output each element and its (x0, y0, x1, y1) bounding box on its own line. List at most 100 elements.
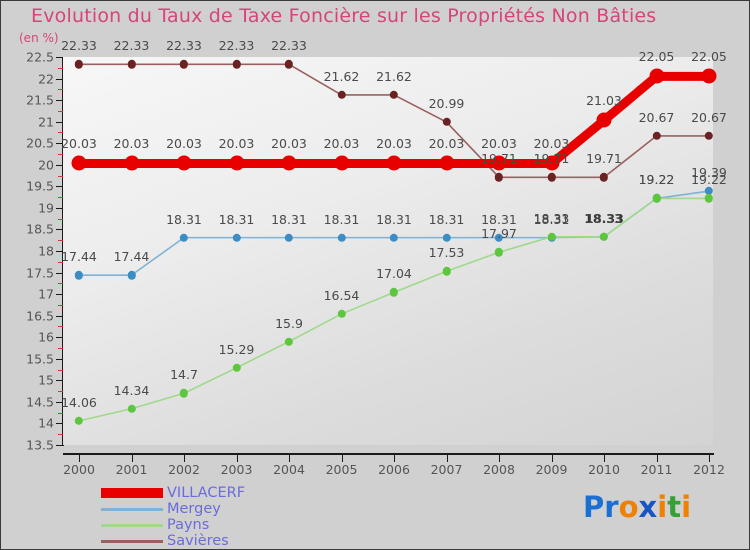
data-point[interactable] (389, 90, 399, 100)
data-point[interactable] (337, 309, 346, 319)
data-point[interactable] (649, 68, 664, 84)
data-point[interactable] (337, 90, 346, 100)
data-point[interactable] (439, 155, 454, 171)
logo-letter: t (667, 490, 682, 524)
data-point-label: 20.03 (218, 136, 255, 152)
x-axis-tick (604, 455, 605, 462)
legend-item-savieres[interactable]: Savières (101, 533, 245, 549)
data-point-label: 18.33 (584, 210, 624, 226)
data-point-label: 18.31 (323, 211, 360, 227)
data-point[interactable] (281, 155, 297, 171)
data-point[interactable] (284, 233, 294, 242)
plot-area: 13.5 14 14.5 15 15.5 16 16.5 17 17.5 18 18.5 19 19.5… (26, 38, 727, 452)
data-point-label: 18.33 (533, 210, 570, 226)
data-point[interactable] (284, 337, 294, 346)
data-point[interactable] (74, 60, 84, 69)
x-axis-tick-label: 2006 (378, 462, 410, 477)
data-point[interactable] (442, 233, 451, 242)
x-axis-tick-label: 2007 (430, 462, 463, 477)
data-point-label: 20.99 (428, 96, 465, 112)
data-point[interactable] (179, 233, 189, 242)
legend-item-villacerf[interactable]: VILLACERF (101, 485, 245, 501)
y-axis-minor-tick (58, 261, 63, 263)
data-point[interactable] (127, 270, 136, 280)
x-axis-tick (394, 455, 395, 462)
data-point[interactable] (74, 270, 84, 280)
data-point[interactable] (71, 155, 87, 171)
data-point[interactable] (442, 267, 451, 276)
y-axis-tick (56, 423, 63, 425)
y-axis-tick (56, 229, 63, 231)
data-point[interactable] (652, 194, 661, 203)
y-axis-tick (56, 294, 63, 296)
x-axis-tick (551, 455, 553, 462)
data-point[interactable] (232, 60, 241, 69)
data-point-label: 17.44 (113, 249, 150, 265)
logo-letter: x (638, 490, 658, 524)
data-point-label: 18.31 (481, 211, 517, 227)
legend-item-mergey[interactable]: Mergey (101, 501, 245, 517)
data-point[interactable] (334, 155, 349, 171)
data-point-label: 19.22 (691, 172, 727, 188)
y-axis-tick (56, 445, 63, 446)
data-point[interactable] (596, 112, 612, 128)
y-axis-tick-label: 21.5 (26, 92, 54, 108)
data-point[interactable] (547, 173, 556, 182)
data-point[interactable] (599, 232, 609, 241)
data-point-label: 18.31 (166, 211, 202, 227)
y-axis-tick-label: 18 (38, 243, 54, 259)
data-point[interactable] (127, 60, 136, 69)
data-point[interactable] (389, 288, 399, 297)
y-axis-tick-label: 17 (38, 286, 54, 302)
y-axis-tick (56, 121, 63, 123)
data-point[interactable] (232, 363, 241, 373)
data-point[interactable] (74, 416, 84, 426)
data-point-label: 20.67 (638, 109, 675, 125)
data-point[interactable] (491, 155, 507, 171)
proxiti-logo[interactable]: Proxiti (583, 490, 691, 524)
data-point[interactable] (494, 173, 504, 182)
data-point[interactable] (124, 155, 139, 171)
data-point[interactable] (704, 186, 714, 196)
data-point-label: 19.22 (638, 172, 675, 188)
data-point[interactable] (389, 233, 399, 242)
data-point[interactable] (442, 117, 451, 127)
legend-swatch (101, 488, 163, 498)
data-point[interactable] (701, 68, 717, 84)
data-point[interactable] (337, 233, 346, 242)
data-point[interactable] (176, 155, 192, 171)
x-axis-tick (289, 455, 290, 462)
data-point[interactable] (704, 194, 714, 203)
data-point[interactable] (652, 131, 661, 141)
chart-legend: VILLACERF Mergey Payns Savières (101, 485, 245, 549)
data-point[interactable] (179, 60, 189, 69)
y-axis-tick-label: 16.5 (26, 308, 54, 324)
data-point-label: 22.05 (691, 49, 727, 65)
data-point[interactable] (494, 233, 504, 242)
x-axis-tick (184, 455, 185, 462)
x-axis-tick-label: 2002 (168, 462, 200, 477)
data-point[interactable] (494, 248, 504, 257)
data-point[interactable] (547, 232, 556, 241)
legend-item-payns[interactable]: Payns (101, 517, 245, 533)
data-point-label: 18.31 (376, 211, 412, 227)
x-axis-tick-label: 2003 (220, 462, 253, 477)
data-point[interactable] (229, 155, 244, 171)
data-point[interactable] (386, 155, 402, 171)
data-point-label: 17.97 (481, 226, 517, 242)
y-axis-minor-tick (58, 110, 63, 112)
x-axis-tick (499, 455, 500, 462)
data-point-label: 22.33 (61, 38, 97, 54)
data-point[interactable] (179, 389, 189, 398)
y-axis-tick-label: 13.5 (26, 437, 54, 453)
data-point[interactable] (284, 60, 294, 69)
data-point[interactable] (704, 131, 714, 141)
y-axis-tick (56, 100, 63, 102)
data-point[interactable] (544, 155, 559, 171)
data-point[interactable] (232, 233, 241, 242)
y-axis-tick-label: 17.5 (26, 265, 54, 281)
data-point[interactable] (127, 404, 136, 413)
x-axis-tick-label: 2000 (63, 462, 95, 477)
data-point[interactable] (599, 173, 609, 182)
